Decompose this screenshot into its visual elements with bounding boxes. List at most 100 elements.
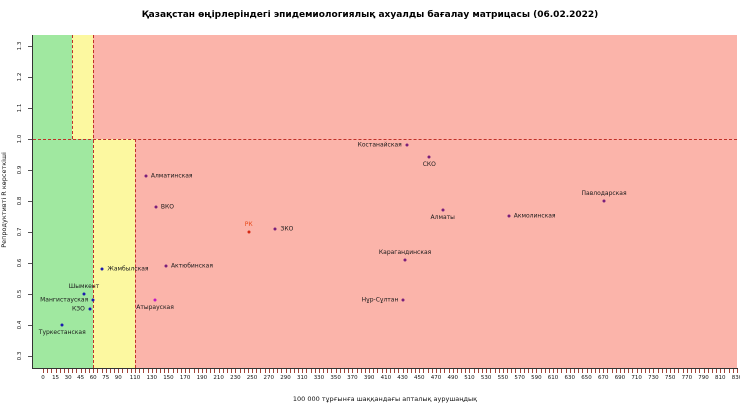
x-minor-tick [477,369,479,373]
x-minor-tick [72,369,74,373]
x-minor-tick [331,369,333,373]
x-minor-tick [553,369,555,373]
x-minor-tick [139,369,141,373]
plot-area: Костанайская СКО Алматинская Павлодарская ВК… [33,35,737,368]
x-minor-tick [130,369,132,373]
x-tick-label: 310 [296,375,308,381]
chart-title: Қазақстан өңірлеріндегі эпидемиологиялық… [141,10,599,20]
x-minor-tick [498,369,500,373]
x-minor-tick [561,369,563,373]
point-label-Шымкент: Шымкент [68,282,100,290]
data-point-Мангистауская [91,298,95,302]
x-minor-tick [360,369,362,373]
x-tick-label: 350 [330,375,341,381]
x-minor-tick [402,369,404,373]
x-tick-label: 45 [77,375,85,381]
x-minor-tick [235,369,237,373]
y-tick [28,76,32,78]
x-tick-label: 710 [631,375,642,381]
threshold-full-vline [93,35,95,368]
point-label-Алматинская: Алматинская [150,172,193,180]
y-tick [28,45,32,47]
x-minor-tick [607,369,609,373]
x-tick-label: 75 [102,375,110,381]
x-minor-tick [231,369,233,373]
x-minor-tick [515,369,517,373]
zone-upper [93,35,737,139]
x-tick-label: 670 [597,375,609,381]
x-tick-label: 230 [230,375,241,381]
point-label-Алматы: Алматы [430,214,455,222]
x-axis-line [33,368,738,369]
y-tick [28,107,32,109]
x-tick-label: 550 [497,375,509,381]
point-label-Жамбылская: Жамбылская [107,265,149,273]
x-tick-label: 770 [681,375,693,381]
x-minor-tick [314,369,316,373]
x-tick-label: 410 [380,375,392,381]
x-tick-label: 790 [698,375,709,381]
x-minor-tick [569,369,571,373]
x-tick-label: 270 [263,375,275,381]
y-tick [28,231,32,233]
x-minor-tick [519,369,521,373]
x-tick-label: 390 [363,375,375,381]
point-label-РК: РК [244,220,253,228]
x-minor-tick [151,369,153,373]
x-minor-tick [243,369,245,373]
data-point-Алматы [441,208,445,212]
x-minor-tick [398,369,400,373]
x-minor-tick [84,369,86,373]
x-minor-tick [197,369,199,373]
x-minor-tick [548,369,550,373]
x-tick-label: 750 [664,375,676,381]
data-point-РК [247,230,251,234]
x-tick-label: 590 [531,375,542,381]
threshold-upper-vline [72,35,74,139]
y-tick [28,200,32,202]
x-minor-tick [323,369,325,373]
x-minor-tick [339,369,341,373]
x-minor-tick [444,369,446,373]
x-tick-label: 510 [464,375,475,381]
x-minor-tick [703,369,705,373]
x-minor-tick [222,369,224,373]
x-minor-tick [481,369,483,373]
x-minor-tick [431,369,433,373]
y-tick-label: 0.5 [17,289,23,299]
x-minor-tick [80,369,82,373]
x-minor-tick [578,369,580,373]
x-minor-tick [369,369,371,373]
x-minor-tick [310,369,312,373]
x-minor-tick [599,369,601,373]
x-minor-tick [135,369,136,373]
y-tick [28,169,32,171]
x-minor-tick [653,369,655,373]
x-minor-tick [344,369,346,373]
point-label-Акмолинская: Акмолинская [513,212,556,220]
x-tick-label: 90 [114,375,122,381]
x-minor-tick [716,369,718,373]
y-tick [28,262,32,264]
x-minor-tick [318,369,320,373]
x-minor-tick [272,369,274,373]
x-minor-tick [147,369,149,373]
data-point-Нұр-Сұлтан [401,298,405,302]
x-minor-tick [155,369,157,373]
x-tick-label: 570 [514,375,525,381]
data-point-Карагандинская [403,258,407,262]
x-minor-tick [649,369,651,373]
x-minor-tick [281,369,283,373]
x-minor-tick [193,369,195,373]
x-minor-tick [557,369,559,373]
x-minor-tick [611,369,613,373]
x-minor-tick [686,369,688,373]
x-minor-tick [436,369,437,373]
x-minor-tick [695,369,697,373]
x-minor-tick [728,369,730,373]
x-minor-tick [176,369,178,373]
point-label-Павлодарская: Павлодарская [581,189,627,197]
x-minor-tick [691,369,692,373]
x-minor-tick [720,369,722,373]
